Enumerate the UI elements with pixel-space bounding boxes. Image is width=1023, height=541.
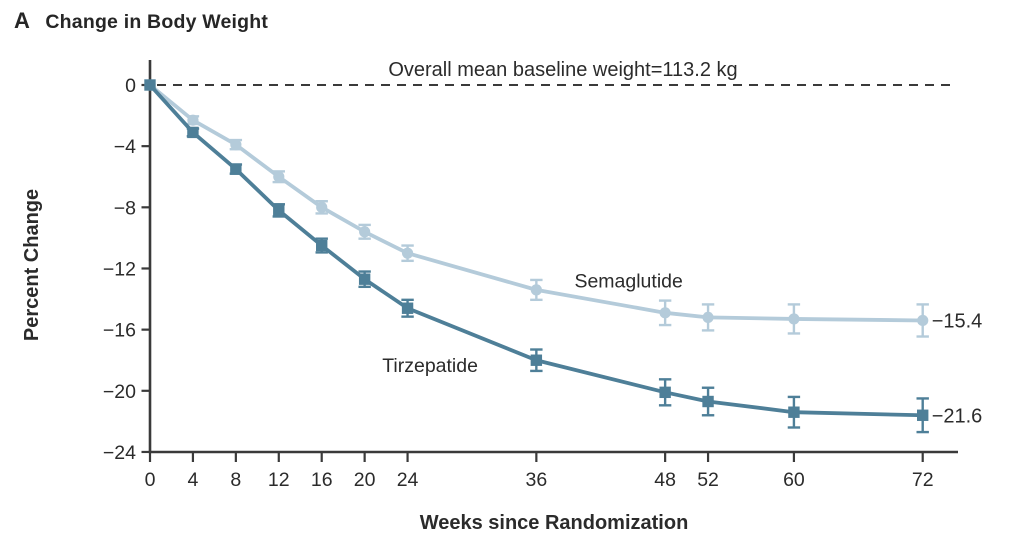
y-axis-label: Percent Change — [21, 189, 43, 341]
series-line-tirzepatide — [148, 83, 925, 418]
end-value-label-semaglutide: −15.4 — [932, 310, 983, 332]
series-marker-tirzepatide — [316, 239, 328, 252]
series-marker-tirzepatide — [144, 79, 156, 91]
series-marker-semaglutide — [788, 313, 800, 325]
x-tick-label: 0 — [145, 469, 156, 491]
x-tick-label: 8 — [230, 469, 241, 491]
figure-header: A Change in Body Weight — [14, 8, 268, 34]
series-marker-tirzepatide — [530, 354, 543, 366]
series-marker-semaglutide — [359, 226, 371, 238]
y-tick-label: −4 — [114, 136, 136, 158]
x-tick-label: 60 — [783, 469, 805, 491]
series-marker-semaglutide — [273, 171, 285, 183]
series-marker-tirzepatide — [702, 395, 714, 408]
figure-title: Change in Body Weight — [45, 11, 269, 33]
y-tick-label: −8 — [114, 197, 136, 219]
x-tick-label: 20 — [354, 469, 376, 491]
x-tick-label: 72 — [912, 469, 934, 491]
x-tick-label: 52 — [697, 469, 719, 491]
series-marker-tirzepatide — [358, 273, 371, 285]
x-axis-label: Weeks since Randomization — [420, 512, 689, 534]
series-marker-tirzepatide — [187, 126, 199, 139]
series-marker-semaglutide — [702, 311, 714, 324]
panel-label: A — [14, 8, 31, 33]
x-tick-label: 48 — [654, 469, 676, 491]
series-marker-tirzepatide — [401, 302, 414, 314]
series-marker-tirzepatide — [788, 406, 800, 418]
series-label-semaglutide: Semaglutide — [574, 271, 682, 293]
x-tick-label: 12 — [268, 469, 290, 491]
baseline-annotation: Overall mean baseline weight=113.2 kg — [388, 59, 737, 81]
y-tick-label: 0 — [125, 75, 136, 97]
series-marker-semaglutide — [316, 201, 328, 213]
x-tick-label: 16 — [311, 469, 333, 491]
series-marker-semaglutide — [401, 247, 414, 259]
series-marker-tirzepatide — [230, 163, 242, 175]
y-tick-label: −16 — [103, 320, 136, 342]
y-tick-label: −20 — [103, 381, 136, 403]
end-value-label-tirzepatide: −21.6 — [932, 405, 983, 427]
series-marker-tirzepatide — [273, 204, 285, 217]
series-marker-semaglutide — [530, 284, 542, 296]
series-marker-tirzepatide — [917, 409, 929, 421]
x-tick-label: 24 — [397, 469, 419, 491]
series-marker-semaglutide — [659, 307, 671, 319]
x-tick-label: 36 — [526, 469, 548, 491]
series-label-tirzepatide: Tirzepatide — [382, 355, 478, 377]
series-marker-tirzepatide — [659, 386, 671, 399]
series-marker-semaglutide — [187, 114, 199, 126]
series-marker-semaglutide — [917, 314, 929, 327]
series-line-semaglutide — [148, 83, 925, 323]
y-tick-label: −12 — [103, 258, 136, 280]
y-tick-label: −24 — [103, 442, 136, 464]
series-marker-semaglutide — [230, 139, 242, 151]
x-tick-label: 4 — [187, 469, 198, 491]
